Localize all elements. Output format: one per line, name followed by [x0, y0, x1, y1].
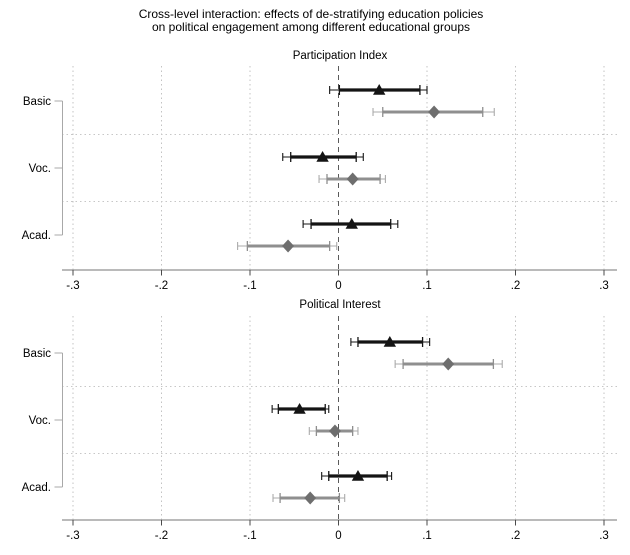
x-tick-label: 0 [335, 280, 341, 292]
chart-title-line2: on political engagement among different … [152, 20, 470, 34]
x-tick-label: .1 [422, 280, 432, 292]
marker-triangle [383, 336, 397, 347]
category-label: Acad. [22, 482, 51, 494]
marker-triangle [345, 218, 358, 229]
panel-plot-participation-index: -.3 -.2 -.1 0 .1 .2 .3 Basic Voc. Acad. [22, 66, 618, 292]
category-label: Basic [23, 96, 51, 108]
marker-triangle [373, 84, 386, 95]
marker-diamond [346, 172, 359, 186]
marker-diamond [304, 491, 317, 505]
marker-diamond [442, 357, 455, 371]
marker-triangle [351, 470, 365, 481]
category-label: Acad. [22, 230, 51, 242]
panel-title-participation-index: Participation Index [292, 50, 388, 62]
x-tick-label: -.3 [66, 280, 79, 292]
x-tick-label: -.2 [155, 280, 168, 292]
x-tick-label: .1 [422, 530, 432, 542]
x-tick-label: 0 [335, 530, 341, 542]
marker-triangle [316, 151, 329, 162]
category-label: Voc. [29, 415, 51, 427]
x-tick-label: -.3 [66, 530, 79, 542]
chart-title-line1: Cross-level interaction: effects of de-s… [138, 7, 484, 21]
category-label: Voc. [29, 163, 51, 175]
marker-triangle [293, 403, 306, 414]
x-tick-label: -.1 [243, 280, 256, 292]
x-tick-label: .3 [599, 530, 609, 542]
x-tick-label: .2 [511, 530, 521, 542]
x-tick-label: -.1 [243, 530, 256, 542]
panel-title-political-interest: Political Interest [299, 299, 381, 311]
x-tick-label: .3 [599, 280, 609, 292]
marker-diamond [328, 424, 341, 438]
x-tick-label: -.2 [155, 530, 168, 542]
marker-diamond [282, 239, 295, 253]
marker-diamond [428, 105, 441, 119]
panel-plot-political-interest: -.3 -.2 -.1 0 .1 .2 .3 Basic Voc. Acad. [22, 316, 618, 542]
x-tick-label: .2 [511, 280, 521, 292]
category-label: Basic [23, 348, 51, 360]
